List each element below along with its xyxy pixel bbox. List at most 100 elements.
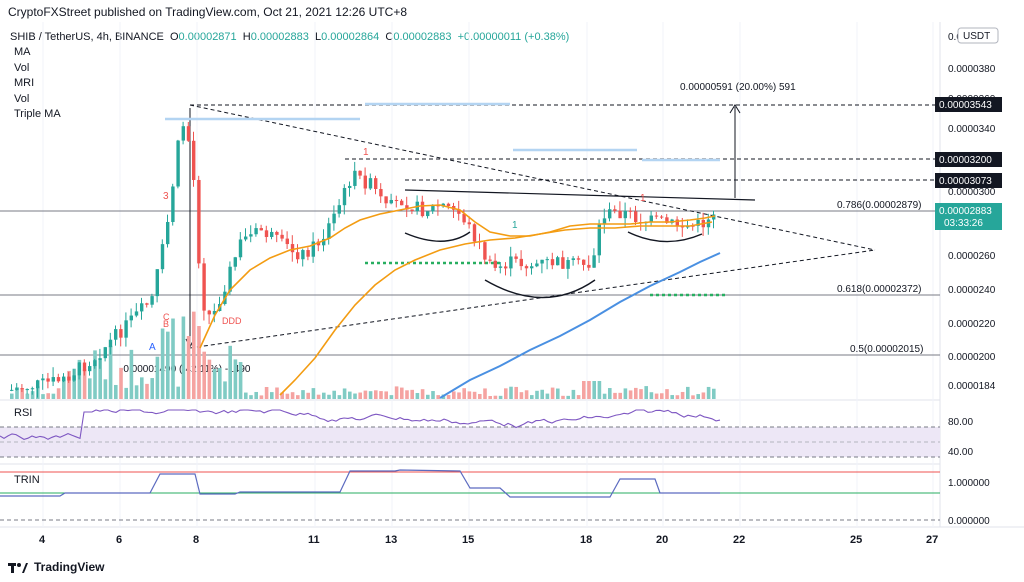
volume-bar bbox=[457, 392, 461, 399]
open-label: O bbox=[169, 31, 179, 43]
candle bbox=[119, 329, 123, 338]
volume-bar bbox=[103, 379, 108, 399]
volume-bar bbox=[566, 395, 570, 399]
currency-button[interactable] bbox=[957, 27, 999, 44]
volume-bar bbox=[176, 386, 180, 399]
volume-bar bbox=[62, 378, 66, 399]
candle bbox=[290, 244, 295, 253]
volume-bar bbox=[405, 390, 409, 399]
candle bbox=[332, 213, 336, 224]
candle bbox=[270, 231, 274, 237]
triangle-upper-line[interactable] bbox=[189, 104, 876, 251]
tradingview-logo[interactable]: TradingView bbox=[8, 560, 104, 574]
candle bbox=[514, 256, 518, 259]
volume-bar bbox=[628, 390, 633, 399]
volume-bar bbox=[400, 387, 404, 399]
fib-05-label: 0.5(0.00002015) bbox=[850, 344, 923, 355]
close-value: 0.00002883 bbox=[393, 31, 452, 43]
candle bbox=[233, 257, 237, 267]
indicator-ma[interactable]: MA bbox=[14, 46, 31, 58]
volume-bar bbox=[498, 395, 503, 399]
volume-bar bbox=[114, 384, 118, 399]
ma-orange-line bbox=[199, 204, 716, 349]
volume-bar bbox=[571, 389, 576, 399]
candle bbox=[212, 311, 217, 315]
candle bbox=[280, 234, 284, 239]
time-tick: 22 bbox=[733, 534, 745, 546]
volume-bar bbox=[285, 393, 290, 399]
volume-bar bbox=[82, 369, 87, 399]
candle bbox=[145, 303, 149, 305]
wave-count-1a: 1 bbox=[363, 147, 369, 158]
indicator-vol[interactable]: Vol bbox=[14, 61, 30, 74]
price-axis-label: 0.0000380 bbox=[948, 64, 996, 75]
candle bbox=[88, 366, 92, 372]
indicator-mri[interactable]: MRI bbox=[14, 77, 35, 89]
candle bbox=[72, 375, 76, 381]
candle bbox=[285, 238, 289, 245]
volume-bar bbox=[134, 385, 139, 399]
volume-bar bbox=[41, 394, 45, 399]
candle bbox=[311, 241, 315, 257]
candle bbox=[306, 250, 310, 257]
high-label: H bbox=[242, 31, 251, 43]
price-tag-3200-text: 0.00003200 bbox=[939, 155, 992, 166]
time-tick: 18 bbox=[580, 534, 592, 546]
candle bbox=[363, 175, 367, 189]
volume-bar bbox=[181, 316, 186, 399]
indicator-triple-ma[interactable]: Triple MA bbox=[14, 108, 61, 120]
candle bbox=[504, 266, 508, 269]
volume-bar bbox=[280, 392, 284, 399]
volume-bar bbox=[410, 389, 414, 399]
volume-bar bbox=[108, 345, 113, 399]
neckline[interactable] bbox=[404, 189, 756, 201]
candle bbox=[77, 362, 81, 376]
volume-bar bbox=[296, 395, 300, 399]
candle bbox=[571, 258, 575, 261]
tradingview-brand: TradingView bbox=[34, 560, 105, 574]
volume-bar bbox=[197, 326, 201, 399]
volume-bar bbox=[212, 369, 217, 399]
volume-bar bbox=[25, 393, 30, 399]
candle bbox=[82, 362, 87, 372]
rsi-pane-label[interactable]: RSI bbox=[14, 407, 33, 419]
volume-bar bbox=[493, 395, 498, 399]
candle bbox=[405, 205, 409, 210]
candle bbox=[649, 215, 653, 222]
volume-bar bbox=[446, 394, 451, 399]
triangle-lower-line[interactable] bbox=[189, 249, 876, 349]
volume-bar bbox=[431, 391, 435, 399]
volume-bar bbox=[192, 311, 196, 399]
candle bbox=[545, 259, 549, 261]
candle bbox=[420, 201, 425, 217]
indicator-vol-2[interactable]: Vol bbox=[14, 92, 30, 105]
change-value: +0.00000011 (+0.38%) bbox=[457, 31, 570, 43]
symbol-legend: SHIB / TetherUS, 4h, BINANCE O0.00002871… bbox=[10, 31, 569, 43]
candle bbox=[93, 360, 97, 367]
volume-bar bbox=[322, 392, 326, 399]
candle bbox=[296, 252, 300, 260]
candle bbox=[176, 140, 180, 187]
fib-0618-label: 0.618(0.00002372) bbox=[837, 284, 922, 295]
candle bbox=[353, 170, 357, 186]
volume-bar bbox=[254, 391, 258, 399]
candle bbox=[186, 126, 191, 141]
candle bbox=[171, 186, 175, 222]
candle bbox=[665, 217, 669, 223]
trin-pane-label[interactable]: TRIN bbox=[14, 474, 40, 486]
mark-a: A bbox=[149, 342, 156, 353]
tradingview-icon bbox=[8, 563, 28, 573]
candle bbox=[134, 311, 139, 316]
volume-bar bbox=[348, 391, 352, 399]
volume-bar bbox=[207, 359, 212, 399]
time-tick: 27 bbox=[926, 534, 938, 546]
volume-bar bbox=[602, 393, 607, 399]
volume-bar bbox=[244, 392, 248, 399]
fib-0786-label: 0.786(0.00002879) bbox=[837, 200, 922, 211]
symbol-name[interactable]: SHIB / TetherUS, 4h, BINANCE bbox=[10, 31, 164, 43]
volume-bar bbox=[597, 381, 602, 399]
low-value: 0.00002864 bbox=[321, 31, 380, 43]
candle bbox=[540, 259, 544, 264]
candle bbox=[264, 230, 269, 237]
